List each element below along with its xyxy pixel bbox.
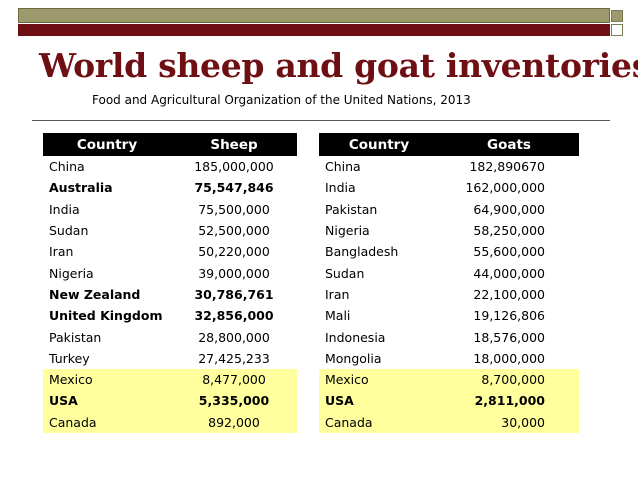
- sheep-country-cell: Mexico: [43, 368, 171, 391]
- sheep-country-cell: United Kingdom: [49, 308, 163, 324]
- goat-row: Iran 22,100,000: [319, 284, 579, 305]
- goat-country-cell: Iran: [325, 286, 350, 302]
- goat-table: Country Goats China 182,890670 India 162,00…: [319, 133, 579, 433]
- goat-country-cell: Canada: [319, 411, 439, 433]
- sheep-row: United Kingdom 32,856,000: [43, 305, 297, 326]
- goat-country-cell: Mali: [325, 308, 351, 324]
- goat-row: Bangladesh 55,600,000: [319, 241, 579, 262]
- sheep-row: Australia 75,547,846: [43, 177, 297, 198]
- goat-country-cell: Bangladesh: [325, 244, 399, 260]
- sheep-value-cell: 39,000,000: [198, 265, 270, 281]
- sheep-value-cell: 27,425,233: [198, 350, 270, 366]
- goat-header-country: Country: [319, 133, 439, 156]
- sheep-value-cell: 8,477,000: [171, 368, 297, 391]
- sheep-value-cell: 30,786,761: [194, 286, 274, 302]
- sheep-country-cell: USA: [43, 390, 171, 412]
- goat-value-cell: 182,890670: [469, 159, 545, 175]
- sheep-country-cell: Iran: [49, 244, 74, 260]
- sheep-value-cell: 75,500,000: [198, 201, 270, 217]
- goat-row: Pakistan 64,900,000: [319, 199, 579, 220]
- sheep-row: Sudan 52,500,000: [43, 220, 297, 241]
- sheep-row: China 185,000,000: [43, 156, 297, 177]
- sheep-country-cell: New Zealand: [49, 286, 141, 302]
- sheep-country-cell: Sudan: [49, 223, 89, 239]
- sheep-row: Pakistan 28,800,000: [43, 326, 297, 347]
- sheep-country-cell: Pakistan: [49, 329, 102, 345]
- sheep-value-cell: 185,000,000: [194, 159, 274, 175]
- goat-value-cell: 22,100,000: [473, 286, 545, 302]
- goat-value-cell: 8,700,000: [439, 368, 579, 391]
- sheep-value-cell: 52,500,000: [198, 223, 270, 239]
- goat-row: Mexico 8,700,000: [319, 368, 579, 391]
- sheep-value-cell: 75,547,846: [194, 180, 274, 196]
- goat-value-cell: 64,900,000: [473, 201, 545, 217]
- goat-row: Canada 30,000: [319, 411, 579, 433]
- sheep-row: Turkey 27,425,233: [43, 348, 297, 369]
- goat-value-cell: 18,000,000: [473, 350, 545, 366]
- goat-header-goats: Goats: [439, 133, 579, 156]
- goat-row: China 182,890670: [319, 156, 579, 177]
- goat-value-cell: 30,000: [439, 411, 579, 433]
- goat-value-cell: 18,576,000: [473, 329, 545, 345]
- goat-row: Nigeria 58,250,000: [319, 220, 579, 241]
- goat-row: Sudan 44,000,000: [319, 262, 579, 283]
- slide-title: World sheep and goat inventories: [39, 46, 638, 85]
- accent-decorative-bar: [18, 24, 610, 36]
- sheep-table-header: Country Sheep: [43, 133, 297, 156]
- sheep-row: India 75,500,000: [43, 199, 297, 220]
- sheep-country-cell: India: [49, 201, 80, 217]
- sheep-country-cell: China: [49, 159, 85, 175]
- sheep-value-cell: 50,220,000: [198, 244, 270, 260]
- goat-country-cell: Mexico: [319, 368, 439, 391]
- sheep-value-cell: 892,000: [171, 411, 297, 433]
- goat-row: Indonesia 18,576,000: [319, 326, 579, 347]
- goat-table-body: China 182,890670 India 162,000,000 Pakistan 6…: [319, 156, 579, 433]
- goat-row: India 162,000,000: [319, 177, 579, 198]
- sheep-value-cell: 32,856,000: [194, 308, 274, 324]
- goat-country-cell: Nigeria: [325, 223, 370, 239]
- sheep-value-cell: 5,335,000: [171, 390, 297, 412]
- divider-line: [32, 120, 610, 121]
- goat-value-cell: 162,000,000: [465, 180, 545, 196]
- goat-value-cell: 19,126,806: [473, 308, 545, 324]
- goat-value-cell: 44,000,000: [473, 265, 545, 281]
- sheep-value-cell: 28,800,000: [198, 329, 270, 345]
- goat-country-cell: India: [325, 180, 356, 196]
- sheep-country-cell: Australia: [49, 180, 113, 196]
- sheep-row: Iran 50,220,000: [43, 241, 297, 262]
- sheep-row: Nigeria 39,000,000: [43, 262, 297, 283]
- sheep-country-cell: Turkey: [49, 350, 90, 366]
- goat-country-cell: Indonesia: [325, 329, 386, 345]
- goat-row: Mali 19,126,806: [319, 305, 579, 326]
- sheep-header-sheep: Sheep: [171, 133, 297, 156]
- goat-value-cell: 58,250,000: [473, 223, 545, 239]
- sheep-row: New Zealand 30,786,761: [43, 284, 297, 305]
- goat-table-header: Country Goats: [319, 133, 579, 156]
- goat-row: Mongolia 18,000,000: [319, 348, 579, 369]
- goat-country-cell: Mongolia: [325, 350, 382, 366]
- slide-subtitle: Food and Agricultural Organization of th…: [92, 93, 471, 107]
- corner-square-top: [611, 10, 623, 22]
- sheep-table: Country Sheep China 185,000,000 Australia 7…: [43, 133, 297, 433]
- sheep-header-country: Country: [43, 133, 171, 156]
- sheep-country-cell: Nigeria: [49, 265, 94, 281]
- goat-country-cell: USA: [319, 390, 439, 412]
- corner-square-bottom: [611, 24, 623, 36]
- goat-country-cell: China: [325, 159, 361, 175]
- goat-row: USA 2,811,000: [319, 390, 579, 412]
- goat-country-cell: Sudan: [325, 265, 365, 281]
- top-decorative-bar: [18, 8, 610, 23]
- sheep-row: Mexico 8,477,000: [43, 368, 297, 391]
- goat-country-cell: Pakistan: [325, 201, 378, 217]
- goat-value-cell: 55,600,000: [473, 244, 545, 260]
- sheep-row: Canada 892,000: [43, 411, 297, 433]
- goat-value-cell: 2,811,000: [439, 390, 579, 412]
- sheep-row: USA 5,335,000: [43, 390, 297, 412]
- sheep-country-cell: Canada: [43, 411, 171, 433]
- sheep-table-body: China 185,000,000 Australia 75,547,846 India…: [43, 156, 297, 433]
